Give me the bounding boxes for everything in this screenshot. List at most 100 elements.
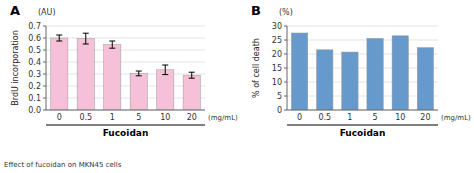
category-label: 1	[110, 113, 115, 122]
group-line	[287, 125, 438, 126]
y-label: % of cell death	[252, 38, 261, 98]
grid-line	[46, 98, 205, 99]
error-cap	[189, 72, 195, 73]
error-cap	[109, 41, 115, 42]
error-cap	[109, 48, 115, 49]
unit-annotation: (mg/mL)	[208, 114, 238, 122]
tick-label: 0.6	[28, 34, 41, 43]
error-cap	[56, 35, 62, 36]
error-bar	[109, 41, 115, 48]
unit-annotation: (mg/mL)	[441, 114, 471, 122]
error-cap	[136, 71, 142, 72]
error-stem	[59, 35, 60, 41]
tick-label: 0.5	[28, 46, 41, 55]
category-label: 1	[347, 113, 352, 122]
grid-line	[287, 26, 438, 27]
panel-title: A	[10, 3, 20, 18]
tick-label: 0.1	[28, 94, 41, 103]
error-bar	[83, 33, 89, 44]
grid-line	[46, 38, 205, 39]
error-stem	[85, 33, 86, 44]
panel-subtitle: (%)	[279, 8, 293, 17]
error-cap	[83, 33, 89, 34]
panel: 05101520253000.5151020Fucoidan(mg/mL)% o…	[251, 3, 471, 138]
bar	[51, 38, 68, 110]
tick-label: 0.2	[28, 82, 41, 91]
bar	[183, 75, 200, 110]
bar	[157, 70, 174, 110]
tick-label: 0.4	[28, 58, 41, 67]
grid-line	[287, 110, 438, 111]
error-cap	[189, 78, 195, 79]
y-label: BrdU incorporation	[11, 30, 20, 105]
grid-line	[46, 50, 205, 51]
category-label: 0.5	[79, 113, 92, 122]
tick-label: 15	[272, 64, 282, 73]
bar	[367, 38, 383, 110]
category-label: 10	[160, 113, 170, 122]
grid-line	[46, 62, 205, 63]
x-label: Fucoidan	[340, 128, 386, 138]
category-label: 5	[373, 113, 378, 122]
category-label: 0	[297, 113, 302, 122]
y-axis	[46, 26, 47, 110]
category-label: 5	[136, 113, 141, 122]
error-bar	[189, 72, 195, 78]
bar	[317, 50, 333, 110]
tick-label: 10	[272, 78, 282, 87]
tick-label: 5	[277, 92, 282, 101]
grid-line	[287, 54, 438, 55]
category-label: 10	[395, 113, 405, 122]
category-label: 20	[187, 113, 197, 122]
error-bar	[162, 65, 168, 75]
tick-label: 0.0	[28, 106, 41, 115]
error-bar	[56, 35, 62, 41]
grid-line	[46, 74, 205, 75]
figure: 0.00.10.20.30.40.50.60.700.5151020Fucoid…	[0, 0, 474, 173]
grid-line	[287, 40, 438, 41]
x-axis	[287, 110, 438, 111]
x-label: Fucoidan	[103, 128, 149, 138]
panel-title: B	[251, 3, 261, 18]
error-cap	[56, 41, 62, 42]
category-label: 0	[57, 113, 62, 122]
y-axis	[287, 26, 288, 110]
error-cap	[162, 74, 168, 75]
grid-line	[46, 110, 205, 111]
grid-line	[46, 26, 205, 27]
category-label: 20	[420, 113, 430, 122]
category-label: 0.5	[318, 113, 331, 122]
x-axis	[46, 110, 205, 111]
bar	[291, 33, 307, 110]
grid-line	[46, 86, 205, 87]
caption: Effect of fucoidan on MKN45 cells	[4, 161, 122, 169]
panel: 0.0 0.1 0.2 0.3 0.4 0.5 0.6 0.7 0 0.5 1 5 10 20 Fucoid…	[10, 3, 238, 138]
panel-subtitle: (AU)	[38, 8, 56, 17]
group-line	[46, 125, 205, 126]
marks	[291, 33, 433, 110]
error-stem	[112, 41, 113, 48]
grid-line	[287, 96, 438, 97]
tick-label: 0.3	[28, 70, 41, 79]
bar	[417, 48, 433, 110]
error-bar	[136, 71, 142, 76]
tick-label: 0	[277, 106, 282, 115]
error-cap	[136, 75, 142, 76]
bar	[77, 39, 94, 110]
tick-label: 30	[272, 22, 282, 31]
grid-line	[287, 68, 438, 69]
bar	[104, 45, 121, 110]
error-stem	[138, 71, 139, 76]
bar	[392, 36, 408, 110]
bar	[342, 52, 358, 110]
error-stem	[165, 65, 166, 75]
error-cap	[162, 65, 168, 66]
tick-label: 0.7	[28, 22, 41, 31]
tick-label: 20	[272, 50, 282, 59]
error-stem	[191, 72, 192, 78]
marks	[51, 33, 201, 110]
error-cap	[83, 44, 89, 45]
bar	[130, 73, 147, 110]
tick-label: 25	[272, 36, 282, 45]
grid-line	[287, 82, 438, 83]
